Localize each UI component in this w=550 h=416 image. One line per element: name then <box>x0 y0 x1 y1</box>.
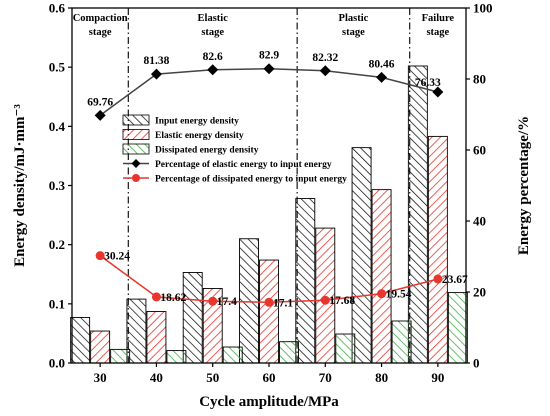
y-tick-label: 0.2 <box>49 237 65 252</box>
data-label: 19.54 <box>386 289 412 301</box>
point-diamond <box>94 109 106 121</box>
stage-label: stage <box>426 27 449 38</box>
y-tick-label: 0.5 <box>49 60 66 75</box>
point-circle <box>95 251 105 261</box>
y-tick-label: 0.4 <box>49 119 66 134</box>
point-diamond <box>319 65 331 77</box>
stage-label: Compaction <box>73 13 128 24</box>
y-tick-label: 0.6 <box>49 1 66 16</box>
data-label: 82.6 <box>203 51 223 63</box>
bar-hatch-red <box>146 311 167 364</box>
legend-label: Percentage of elastic energy to input en… <box>155 160 332 170</box>
point-circle <box>377 289 387 299</box>
y2-tick-label: 100 <box>473 1 493 16</box>
y2-tick-label: 40 <box>473 214 486 229</box>
bar-hatch-green <box>447 292 468 364</box>
data-label: 76.33 <box>415 77 441 89</box>
y-tick-label: 0.0 <box>49 356 65 371</box>
bar-hatch-green <box>222 346 243 364</box>
data-label: 17.68 <box>329 295 355 307</box>
x-tick-label: 50 <box>206 370 219 385</box>
bar-hatch-red <box>259 259 279 364</box>
bar-hatch-black <box>351 147 372 364</box>
y2-tick-label: 80 <box>473 72 486 87</box>
data-label: 80.46 <box>369 58 395 70</box>
y2-axis-title: Energy percentage/% <box>516 116 532 255</box>
x-tick-label: 30 <box>94 370 107 385</box>
x-tick-label: 70 <box>319 370 332 385</box>
stage-label: Plastic <box>339 13 369 24</box>
point-circle <box>433 274 443 284</box>
legend-label: Elastic energy density <box>155 131 244 141</box>
data-label: 17.1 <box>273 297 293 309</box>
data-label: 82.32 <box>312 52 338 64</box>
stage-label: stage <box>89 27 112 38</box>
bar-hatch-green <box>335 333 356 364</box>
legend-swatch <box>122 129 150 140</box>
data-label: 81.38 <box>143 55 169 67</box>
x-tick-label: 40 <box>150 370 163 385</box>
data-label: 23.67 <box>442 274 468 286</box>
y2-tick-label: 20 <box>473 285 486 300</box>
stage-label: Failure <box>422 13 455 24</box>
bar-hatch-black <box>407 65 428 364</box>
x-tick-label: 80 <box>375 370 388 385</box>
point-diamond <box>150 68 162 80</box>
bar-hatch-red <box>90 330 111 364</box>
data-label: 18.62 <box>160 292 186 304</box>
point-circle <box>151 292 161 302</box>
data-label: 17.4 <box>217 296 237 308</box>
x-tick-label: 90 <box>431 370 444 385</box>
point-diamond <box>432 86 444 98</box>
y2-tick-label: 0 <box>473 356 480 371</box>
y2-tick-label: 60 <box>473 143 486 158</box>
point-circle <box>208 296 218 306</box>
legend-label: Dissipated energy density <box>155 146 259 156</box>
bar-hatch-black <box>70 316 91 364</box>
legend-label: Percentage of dissipated energy to input… <box>155 175 347 185</box>
point-diamond <box>207 64 219 76</box>
bar-hatch-black <box>182 272 203 364</box>
point-circle <box>320 295 330 305</box>
legend-label: Input energy density <box>155 117 239 127</box>
x-axis-title: Cycle amplitude/MPa <box>199 394 339 410</box>
point-circle <box>264 297 274 307</box>
data-label: 82.9 <box>259 50 279 62</box>
point-diamond <box>376 71 388 83</box>
legend-swatch <box>122 143 150 155</box>
stage-label: stage <box>342 27 365 38</box>
stage-label: Elastic <box>198 13 229 24</box>
bar-hatch-red <box>371 189 392 364</box>
bar-hatch-black <box>295 198 316 364</box>
y-axis-title: Energy density/mJ·mm⁻³ <box>12 104 28 267</box>
x-tick-label: 60 <box>263 370 276 385</box>
bar-hatch-green <box>166 350 187 364</box>
bar-hatch-green <box>391 320 412 364</box>
data-label: 69.76 <box>87 96 113 108</box>
bar-hatch-red <box>427 135 448 364</box>
stage-label: stage <box>201 27 224 38</box>
y-tick-label: 0.1 <box>49 296 65 311</box>
bar-hatch-green <box>110 348 131 364</box>
point-diamond <box>263 63 275 75</box>
bar-hatch-green <box>279 341 299 364</box>
data-label: 30.24 <box>104 251 130 263</box>
legend-swatch <box>122 114 150 126</box>
bar-hatch-black <box>239 238 259 364</box>
y-tick-label: 0.3 <box>49 178 66 193</box>
series-line-0 <box>99 67 439 116</box>
